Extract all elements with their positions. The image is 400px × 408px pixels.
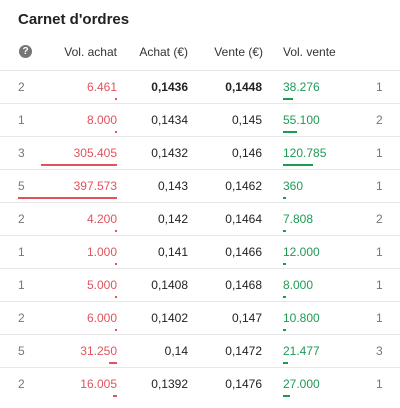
buy-orders: 1 <box>18 113 25 127</box>
sell-volume-bar <box>283 263 286 265</box>
buy-volume-bar <box>115 263 117 265</box>
sell-price: 0,1464 <box>225 212 262 226</box>
sell-volume: 10.800 <box>283 311 320 325</box>
sell-volume-bar <box>283 131 297 133</box>
sell-volume: 12.000 <box>283 245 320 259</box>
sell-price: 0,1468 <box>225 278 262 292</box>
buy-price: 0,1434 <box>151 113 188 127</box>
sell-volume-bar <box>283 329 286 331</box>
buy-price: 0,143 <box>157 179 188 193</box>
sell-volume: 21.477 <box>283 344 320 358</box>
sell-orders: 2 <box>376 113 383 127</box>
sell-volume-bar <box>283 296 286 298</box>
buy-volume: 8.000 <box>86 113 117 127</box>
buy-price: 0,1436 <box>151 80 188 94</box>
buy-price: 0,141 <box>157 245 188 259</box>
sell-volume: 360 <box>283 179 304 193</box>
buy-orders: 2 <box>18 377 25 391</box>
buy-orders: 2 <box>18 212 25 226</box>
sell-price: 0,145 <box>231 113 262 127</box>
buy-volume: 1.000 <box>86 245 117 259</box>
buy-volume: 397.573 <box>73 179 117 193</box>
column-header: Vol. achat <box>64 45 117 59</box>
row-separator <box>0 235 400 236</box>
sell-orders: 1 <box>376 377 383 391</box>
buy-price: 0,1392 <box>151 377 188 391</box>
buy-orders: 1 <box>18 278 25 292</box>
sell-price: 0,1448 <box>225 80 262 94</box>
buy-price: 0,142 <box>157 212 188 226</box>
row-separator <box>0 367 400 368</box>
row-separator <box>0 334 400 335</box>
sell-orders: 1 <box>376 80 383 94</box>
buy-volume-bar <box>115 131 117 133</box>
help-icon[interactable]: ? <box>19 45 32 58</box>
buy-volume: 6.000 <box>86 311 117 325</box>
buy-volume-bar <box>115 98 117 100</box>
buy-volume-bar <box>113 395 117 397</box>
buy-price: 0,1402 <box>151 311 188 325</box>
buy-volume: 31.250 <box>80 344 117 358</box>
sell-volume: 55.100 <box>283 113 320 127</box>
row-separator <box>0 202 400 203</box>
buy-volume: 6.461 <box>86 80 117 94</box>
sell-volume: 38.276 <box>283 80 320 94</box>
column-header: Vol. vente <box>283 45 336 59</box>
sell-orders: 2 <box>376 212 383 226</box>
row-separator <box>0 136 400 137</box>
title: Carnet d'ordres <box>18 11 130 28</box>
sell-price: 0,1472 <box>225 344 262 358</box>
sell-volume: 8.000 <box>283 278 314 292</box>
sell-volume-bar <box>283 98 293 100</box>
sell-orders: 3 <box>376 344 383 358</box>
sell-volume-bar <box>283 362 289 364</box>
sell-orders: 1 <box>376 245 383 259</box>
column-header: Achat (€) <box>139 45 188 59</box>
buy-orders: 3 <box>18 146 25 160</box>
buy-volume: 4.200 <box>86 212 117 226</box>
buy-volume: 16.005 <box>80 377 117 391</box>
sell-price: 0,146 <box>231 146 262 160</box>
buy-orders: 2 <box>18 311 25 325</box>
buy-volume-bar <box>115 230 117 232</box>
buy-price: 0,14 <box>164 344 188 358</box>
row-separator <box>0 70 400 71</box>
buy-orders: 2 <box>18 80 25 94</box>
buy-volume-bar <box>40 164 117 166</box>
buy-orders: 5 <box>18 344 25 358</box>
sell-volume-bar <box>283 395 290 397</box>
sell-orders: 1 <box>376 146 383 160</box>
sell-volume-bar <box>283 164 314 166</box>
sell-volume-bar <box>283 197 286 199</box>
buy-price: 0,1432 <box>151 146 188 160</box>
sell-price: 0,1462 <box>225 179 262 193</box>
buy-volume-bar <box>18 197 117 199</box>
sell-orders: 1 <box>376 179 383 193</box>
buy-volume: 305.405 <box>73 146 117 160</box>
buy-volume-bar <box>115 329 117 331</box>
buy-orders: 1 <box>18 245 25 259</box>
column-header: Vente (€) <box>214 45 263 59</box>
row-separator <box>0 268 400 269</box>
buy-volume-bar <box>109 362 117 364</box>
buy-volume-bar <box>115 296 117 298</box>
sell-price: 0,1466 <box>225 245 262 259</box>
sell-price: 0,147 <box>231 311 262 325</box>
row-separator <box>0 301 400 302</box>
buy-orders: 5 <box>18 179 25 193</box>
sell-price: 0,1476 <box>225 377 262 391</box>
sell-orders: 1 <box>376 311 383 325</box>
row-separator <box>0 169 400 170</box>
sell-volume: 7.808 <box>283 212 314 226</box>
sell-volume: 120.785 <box>283 146 327 160</box>
buy-volume: 5.000 <box>86 278 117 292</box>
row-separator <box>0 103 400 104</box>
sell-orders: 1 <box>376 278 383 292</box>
sell-volume: 27.000 <box>283 377 320 391</box>
sell-volume-bar <box>283 230 286 232</box>
buy-price: 0,1408 <box>151 278 188 292</box>
